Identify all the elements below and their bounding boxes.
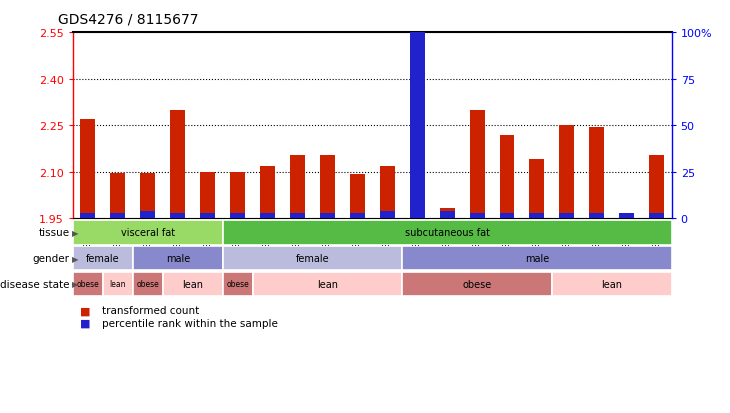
Text: tissue: tissue	[38, 228, 69, 238]
Bar	[380, 166, 395, 219]
Bar	[350, 214, 365, 219]
Bar	[230, 214, 245, 219]
Text: disease state: disease state	[0, 279, 69, 289]
Text: subcutaneous fat: subcutaneous fat	[404, 228, 490, 238]
Bar	[290, 155, 305, 219]
Bar	[410, 33, 425, 219]
Text: obese: obese	[77, 280, 99, 289]
Bar	[320, 214, 335, 219]
Bar	[110, 214, 126, 219]
Text: percentile rank within the sample: percentile rank within the sample	[102, 318, 278, 328]
Bar	[200, 173, 215, 219]
Bar	[110, 174, 126, 219]
Bar	[499, 214, 515, 219]
Bar	[140, 211, 155, 219]
Text: ▶: ▶	[72, 228, 79, 237]
Bar	[260, 166, 275, 219]
Text: lean: lean	[317, 279, 338, 289]
Bar	[133, 272, 163, 296]
Text: obese: obese	[226, 280, 249, 289]
Text: lean: lean	[602, 279, 622, 289]
Text: GDS4276 / 8115677: GDS4276 / 8115677	[58, 12, 199, 26]
Bar	[320, 155, 335, 219]
Bar	[439, 208, 455, 219]
Bar	[170, 111, 185, 219]
Bar	[163, 272, 223, 296]
Bar	[439, 211, 455, 219]
Bar	[469, 214, 485, 219]
Bar	[552, 272, 672, 296]
Bar	[290, 214, 305, 219]
Text: obese: obese	[137, 280, 159, 289]
Bar	[619, 214, 634, 219]
Bar	[350, 175, 365, 219]
Text: lean: lean	[110, 280, 126, 289]
Bar	[103, 272, 133, 296]
Bar	[73, 221, 223, 245]
Text: lean: lean	[182, 279, 203, 289]
Bar	[649, 214, 664, 219]
Bar	[170, 214, 185, 219]
Bar	[649, 155, 664, 219]
Text: gender: gender	[32, 254, 69, 263]
Text: female: female	[296, 254, 329, 263]
Text: transformed count: transformed count	[102, 306, 199, 316]
Bar	[260, 214, 275, 219]
Bar	[253, 272, 402, 296]
Bar	[410, 33, 425, 219]
Bar	[230, 173, 245, 219]
Bar	[380, 211, 395, 219]
Bar	[529, 214, 545, 219]
Bar	[559, 126, 575, 219]
Text: ▶: ▶	[72, 280, 79, 289]
Bar	[223, 221, 672, 245]
Bar	[133, 247, 223, 271]
Bar	[499, 135, 515, 219]
Bar	[529, 160, 545, 219]
Bar	[140, 174, 155, 219]
Bar	[80, 120, 96, 219]
Text: male: male	[525, 254, 549, 263]
Bar	[619, 216, 634, 219]
Bar	[223, 247, 402, 271]
Bar	[402, 247, 672, 271]
Bar	[559, 214, 575, 219]
Text: female: female	[86, 254, 120, 263]
Text: ■: ■	[80, 318, 91, 328]
Bar	[223, 272, 253, 296]
Text: ■: ■	[80, 306, 91, 316]
Bar	[80, 214, 96, 219]
Bar	[469, 111, 485, 219]
Text: male: male	[166, 254, 190, 263]
Bar	[73, 247, 133, 271]
Bar	[589, 214, 604, 219]
Bar	[73, 272, 103, 296]
Text: obese: obese	[462, 279, 492, 289]
Text: visceral fat: visceral fat	[120, 228, 175, 238]
Text: ▶: ▶	[72, 254, 79, 263]
Bar	[200, 214, 215, 219]
Bar	[402, 272, 552, 296]
Bar	[589, 128, 604, 219]
